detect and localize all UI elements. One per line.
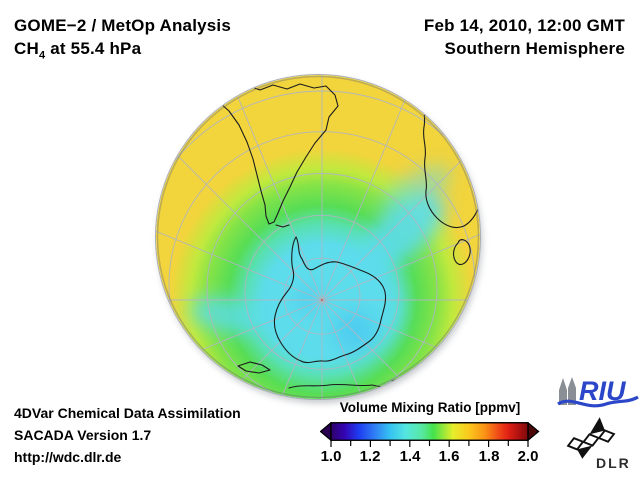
colorbar-tick-label: 1.0	[320, 448, 342, 465]
globe-rim	[156, 75, 480, 399]
colorbar-gradient-bar	[330, 422, 529, 441]
dlr-logo-text: DLR	[596, 455, 631, 471]
species-level-label: CH4 at 55.4 hPa	[14, 39, 142, 62]
subscript-4: 4	[38, 49, 46, 62]
assimilation-label: 4DVar Chemical Data Assimilation	[14, 405, 241, 421]
cathedral-icon	[559, 377, 576, 405]
vortex-arm-west	[189, 296, 261, 334]
coastline-africa-north-fragment	[446, 89, 464, 103]
colorbar-left-arrow	[320, 422, 332, 442]
coastline-tierra-del-fuego	[275, 224, 290, 228]
hemisphere-label: Southern Hemisphere	[444, 39, 625, 58]
colorbar	[320, 422, 540, 447]
coastline-islands-lower-left	[237, 361, 271, 374]
colorbar-tick-label: 1.8	[478, 448, 500, 465]
coastline-bottom-limb	[288, 383, 383, 389]
dlr-emblem-diamond	[582, 433, 600, 447]
vortex-arm-northeast-tip	[379, 165, 451, 215]
colorbar-title: Volume Mixing Ratio [ppmv]	[339, 400, 521, 415]
coastline-south-america	[217, 83, 339, 225]
datetime-block: Feb 14, 2010, 12:00 GMT Southern Hemisph…	[424, 14, 625, 60]
globe-svg	[156, 75, 480, 399]
coastline-africa	[423, 95, 479, 229]
colorbar-ticks	[330, 440, 529, 447]
colorbar-tick-label: 1.6	[438, 448, 460, 465]
colorbar-right-arrow	[527, 422, 540, 442]
vortex-core	[258, 247, 402, 363]
riu-logo-svg: RIU	[557, 376, 639, 408]
credits-block: 4DVar Chemical Data Assimilation SACADA …	[14, 402, 241, 468]
datetime-label: Feb 14, 2010, 12:00 GMT	[423, 16, 625, 35]
coastlines	[217, 83, 479, 389]
pole-point	[320, 298, 324, 302]
colorbar-tick-label: 1.4	[399, 448, 421, 465]
version-label: SACADA Version 1.7	[14, 427, 152, 443]
dlr-emblem-icon	[566, 417, 616, 459]
url-label: http://wdc.dlr.de	[14, 449, 122, 465]
dlr-emblem-diamond	[597, 429, 616, 443]
wave-swoosh-icon	[557, 395, 639, 408]
dlr-emblem-wing	[577, 445, 593, 459]
vortex-arm-northeast	[359, 193, 445, 271]
coastline-antarctica	[273, 236, 387, 364]
vortex-minimum-patch	[333, 309, 377, 353]
colorbar-tick-label: 2.0	[517, 448, 539, 465]
riu-logo: RIU	[556, 374, 640, 417]
coastline-madagascar	[453, 239, 471, 266]
dlr-emblem-wing	[589, 417, 605, 435]
title-block: GOME−2 / MetOp Analysis CH4 at 55.4 hPa	[14, 14, 231, 67]
product-title: GOME−2 / MetOp Analysis	[14, 16, 232, 35]
dlr-logo	[562, 416, 620, 465]
colorbar-tick-label: 1.2	[359, 448, 381, 465]
hemisphere-map	[156, 75, 480, 399]
dlr-emblem-diamond	[566, 437, 585, 451]
